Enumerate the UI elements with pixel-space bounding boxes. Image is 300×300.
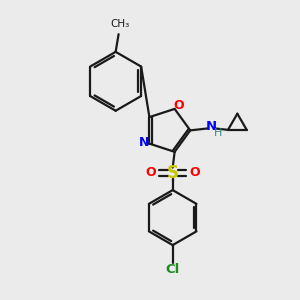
Text: N: N: [139, 136, 150, 149]
Text: CH₃: CH₃: [110, 19, 129, 29]
Text: O: O: [189, 166, 200, 179]
Text: N: N: [205, 120, 216, 133]
Text: Cl: Cl: [166, 263, 180, 276]
Text: S: S: [167, 164, 179, 182]
Text: H: H: [214, 128, 222, 138]
Text: O: O: [173, 100, 184, 112]
Text: O: O: [146, 166, 156, 179]
